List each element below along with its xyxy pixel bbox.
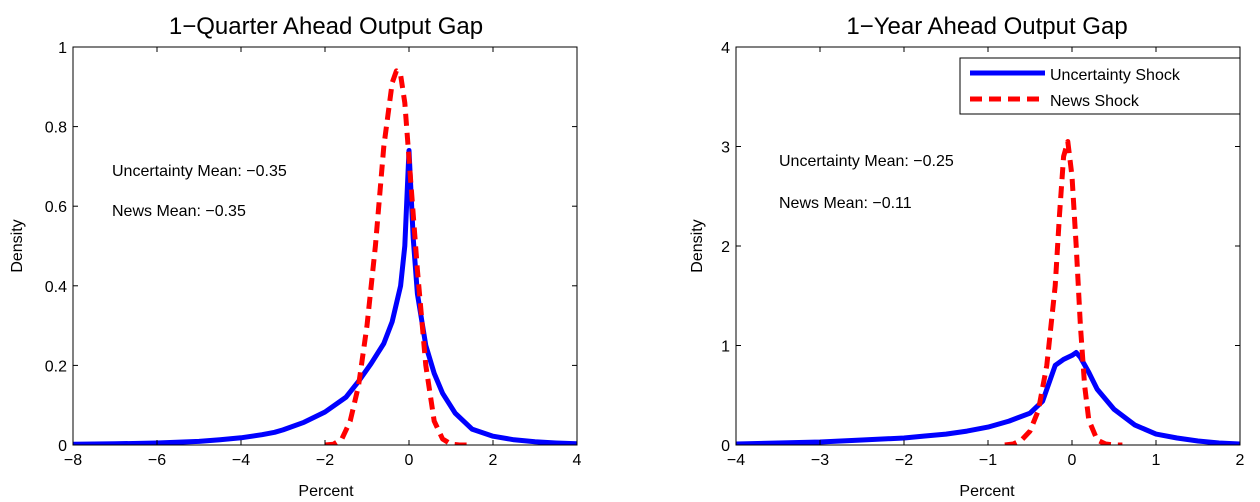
series-line-uncertainty xyxy=(736,350,1240,445)
x-tick-label: −1 xyxy=(979,452,997,469)
x-tick-label: −6 xyxy=(148,452,166,469)
plot-area: −4 −3 −2 −1 0 1 2 0 1 2 3 4 xyxy=(721,40,1244,469)
legend-label-uncertainty: Uncertainty Shock xyxy=(1050,67,1181,84)
x-tick-label: 2 xyxy=(1236,452,1245,469)
x-tick-label: −4 xyxy=(232,452,250,469)
axes-frame xyxy=(72,46,578,446)
annotation-uncertainty-mean: Uncertainty Mean: −0.35 xyxy=(112,163,287,180)
x-tick-label: −2 xyxy=(316,452,334,469)
y-tick-label: 0.8 xyxy=(45,120,67,137)
chart-title: 1−Quarter Ahead Output Gap xyxy=(169,13,483,40)
x-tick-label: 0 xyxy=(1068,452,1077,469)
x-tick-label: 1 xyxy=(1152,452,1161,469)
y-tick-label: 0.4 xyxy=(45,279,67,296)
x-tick-label: 0 xyxy=(405,452,414,469)
y-tick-label: 0.6 xyxy=(45,199,67,216)
y-tick-label: 3 xyxy=(721,140,730,157)
series-line-uncertainty xyxy=(73,148,577,445)
y-axis-label: Density xyxy=(9,219,26,272)
annotation-news-mean: News Mean: −0.35 xyxy=(112,203,246,220)
plot-area: −8 −6 −4 −2 0 2 4 0 0.2 0.4 0.6 0.8 1 xyxy=(45,40,582,469)
panel-year-ahead: 1−Year Ahead Output Gap Density Percent … xyxy=(689,13,1245,500)
y-tick-label: 1 xyxy=(721,339,730,356)
y-tick-label: 0 xyxy=(58,438,67,455)
y-tick-label: 1 xyxy=(58,40,67,57)
y-tick-label: 4 xyxy=(721,40,730,57)
x-tick-label: −4 xyxy=(727,452,745,469)
legend: Uncertainty Shock News Shock xyxy=(959,57,1241,115)
x-tick-label: 2 xyxy=(489,452,498,469)
x-tick-label: 4 xyxy=(573,452,582,469)
x-axis-label: Percent xyxy=(959,483,1015,500)
x-tick-label: −8 xyxy=(64,452,82,469)
y-tick-label: 0 xyxy=(721,438,730,455)
series-line-news xyxy=(324,68,468,445)
x-tick-label: −3 xyxy=(811,452,829,469)
x-axis-label: Percent xyxy=(298,483,354,500)
legend-box xyxy=(959,57,1241,115)
series-line-news xyxy=(1004,139,1123,445)
y-tick-label: 0.2 xyxy=(45,358,67,375)
x-tick-label: −2 xyxy=(895,452,913,469)
y-tick-label: 2 xyxy=(721,239,730,256)
chart-title: 1−Year Ahead Output Gap xyxy=(846,13,1127,40)
legend-label-news: News Shock xyxy=(1050,93,1140,110)
annotation-uncertainty-mean: Uncertainty Mean: −0.25 xyxy=(779,153,954,170)
annotation-news-mean: News Mean: −0.11 xyxy=(779,195,912,212)
y-axis-label: Density xyxy=(689,219,706,272)
panel-quarter-ahead: 1−Quarter Ahead Output Gap Density Perce… xyxy=(9,13,582,500)
